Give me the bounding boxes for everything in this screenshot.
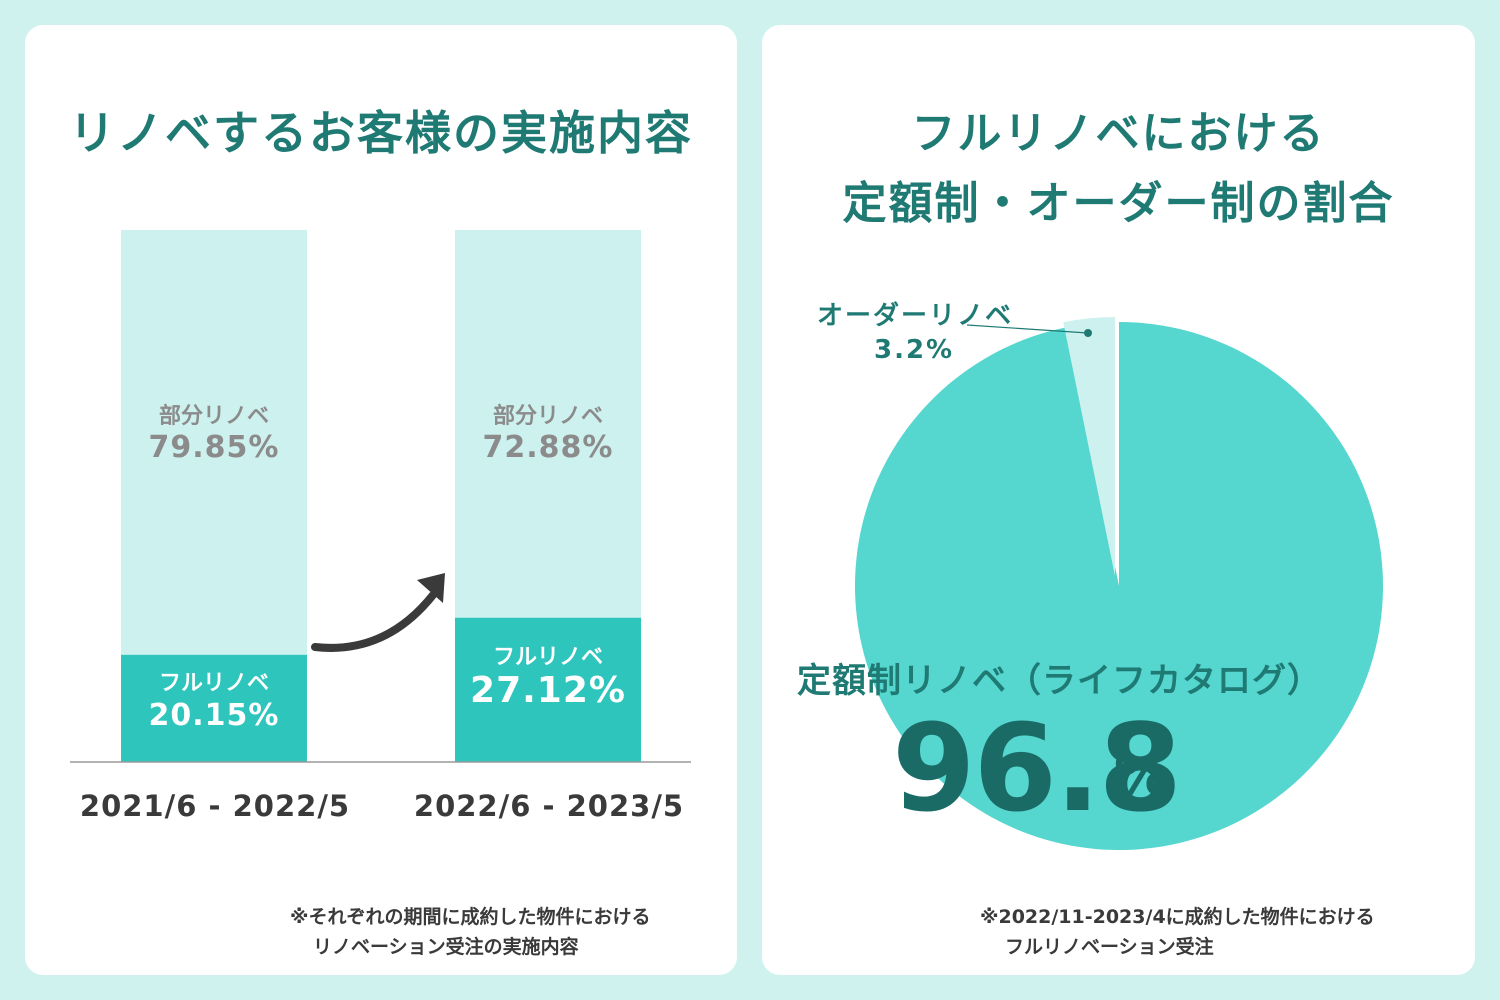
stacked-bar-chart bbox=[70, 230, 691, 763]
full-label-name: フルリノベ bbox=[158, 671, 269, 696]
bar-labels-2022: 部分リノベ 72.88% フルリノベ 27.12% bbox=[455, 25, 641, 785]
left-panel: リノベするお客様の実施内容 部分リノベ 79.85% フルリノベ 20.15% … bbox=[25, 25, 737, 975]
leader-dot bbox=[1084, 329, 1092, 337]
left-note-line2: リノベーション受注の実施内容 bbox=[313, 936, 579, 958]
bar-partial-2022 bbox=[455, 230, 641, 618]
right-note-line2: フルリノベーション受注 bbox=[1005, 936, 1214, 958]
partial-label-value: 72.88% bbox=[482, 430, 614, 465]
pie-label-fixed-value: 96.8 bbox=[892, 700, 1182, 839]
left-chart-title: リノベするお客様の実施内容 bbox=[69, 106, 693, 160]
right-note-line1: ※2022/11-2023/4に成約した物件における bbox=[980, 906, 1375, 928]
partial-label-value: 79.85% bbox=[148, 430, 280, 465]
category-label-2021: 2021/6 - 2022/5 bbox=[79, 789, 351, 823]
bar-labels-2021: 部分リノベ 79.85% フルリノベ 20.15% bbox=[121, 25, 307, 785]
partial-label-name: 部分リノベ bbox=[158, 404, 269, 429]
pie-slice-order bbox=[1063, 317, 1115, 576]
pie-chart bbox=[855, 317, 1383, 850]
right-chart-title-line1: フルリノベにおける bbox=[911, 108, 1326, 159]
bar-full-2022 bbox=[455, 617, 641, 762]
bar-partial-2021 bbox=[121, 230, 307, 655]
pie-label-order-name: オーダーリノベ bbox=[817, 301, 1014, 331]
pie-label-order-value: 3.2% bbox=[874, 335, 955, 365]
growth-arrow-head-icon bbox=[417, 573, 445, 603]
partial-label-name: 部分リノベ bbox=[492, 404, 603, 429]
full-label-name: フルリノベ bbox=[492, 645, 603, 670]
right-panel: フルリノベにおける 定額制・オーダー制の割合 オーダーリノベ 3.2% 定額制リ… bbox=[762, 25, 1475, 975]
pie-label-fixed-name: 定額制リノベ（ライフカタログ） bbox=[797, 661, 1322, 701]
pie-label-fixed-unit: % bbox=[1114, 743, 1171, 808]
left-note-line1: ※それぞれの期間に成約した物件における bbox=[290, 906, 651, 928]
right-chart-title-line2: 定額制・オーダー制の割合 bbox=[842, 178, 1395, 229]
growth-arrow-icon bbox=[311, 591, 437, 652]
bar-full-2021 bbox=[121, 654, 307, 762]
category-label-2022: 2022/6 - 2023/5 bbox=[413, 789, 685, 823]
full-label-value: 20.15% bbox=[148, 698, 280, 733]
pie-slice-fixed bbox=[855, 322, 1383, 850]
full-label-value: 27.12% bbox=[470, 670, 626, 711]
leader-line bbox=[966, 324, 1089, 334]
